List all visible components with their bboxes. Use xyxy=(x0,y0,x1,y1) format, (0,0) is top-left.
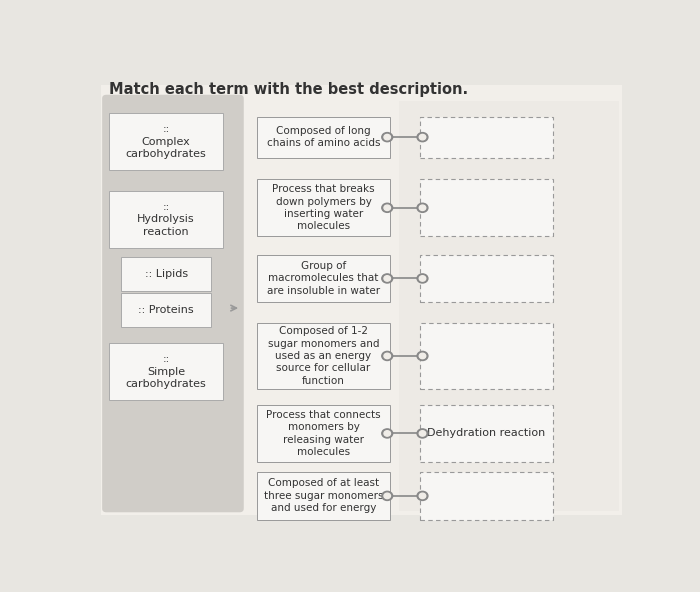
Circle shape xyxy=(417,491,428,500)
Text: ::
Complex
carbohydrates: :: Complex carbohydrates xyxy=(126,124,206,159)
FancyBboxPatch shape xyxy=(109,113,223,170)
Text: :: Lipids: :: Lipids xyxy=(145,269,188,279)
FancyBboxPatch shape xyxy=(121,257,211,291)
Circle shape xyxy=(382,429,393,438)
Circle shape xyxy=(419,205,426,211)
Text: Dehydration reaction: Dehydration reaction xyxy=(427,429,545,439)
FancyBboxPatch shape xyxy=(109,343,223,400)
Text: Process that connects
monomers by
releasing water
molecules: Process that connects monomers by releas… xyxy=(266,410,381,457)
FancyBboxPatch shape xyxy=(257,255,390,303)
Circle shape xyxy=(382,133,393,141)
Circle shape xyxy=(417,352,428,361)
FancyBboxPatch shape xyxy=(121,293,211,327)
Circle shape xyxy=(384,493,391,498)
Circle shape xyxy=(419,134,426,140)
FancyBboxPatch shape xyxy=(257,405,390,462)
FancyBboxPatch shape xyxy=(420,117,553,157)
Text: Composed of 1-2
sugar monomers and
used as an energy
source for cellular
functio: Composed of 1-2 sugar monomers and used … xyxy=(267,326,379,386)
Text: ::
Simple
carbohydrates: :: Simple carbohydrates xyxy=(126,355,206,390)
Circle shape xyxy=(417,203,428,213)
FancyBboxPatch shape xyxy=(420,405,553,462)
FancyBboxPatch shape xyxy=(400,101,619,511)
FancyBboxPatch shape xyxy=(420,179,553,236)
Circle shape xyxy=(419,353,426,359)
Circle shape xyxy=(384,431,391,436)
Circle shape xyxy=(419,431,426,436)
Text: Process that breaks
down polymers by
inserting water
molecules: Process that breaks down polymers by ins… xyxy=(272,184,374,231)
Circle shape xyxy=(417,429,428,438)
Circle shape xyxy=(382,274,393,283)
Circle shape xyxy=(417,274,428,283)
FancyBboxPatch shape xyxy=(101,85,622,516)
Text: Composed of at least
three sugar monomers
and used for energy: Composed of at least three sugar monomer… xyxy=(264,478,383,513)
Circle shape xyxy=(384,353,391,359)
Text: :: Proteins: :: Proteins xyxy=(139,305,194,316)
Text: Group of
macromolecules that
are insoluble in water: Group of macromolecules that are insolub… xyxy=(267,261,380,296)
FancyBboxPatch shape xyxy=(420,323,553,389)
Text: ::
Hydrolysis
reaction: :: Hydrolysis reaction xyxy=(137,202,195,237)
Circle shape xyxy=(382,491,393,500)
FancyBboxPatch shape xyxy=(257,472,390,520)
FancyBboxPatch shape xyxy=(102,95,244,512)
FancyBboxPatch shape xyxy=(420,472,553,520)
Circle shape xyxy=(417,133,428,141)
Text: Composed of long
chains of amino acids: Composed of long chains of amino acids xyxy=(267,126,380,149)
Circle shape xyxy=(419,493,426,498)
FancyBboxPatch shape xyxy=(257,117,390,157)
FancyBboxPatch shape xyxy=(257,323,390,389)
Circle shape xyxy=(384,134,391,140)
Circle shape xyxy=(382,203,393,213)
Circle shape xyxy=(384,276,391,281)
Circle shape xyxy=(382,352,393,361)
Circle shape xyxy=(419,276,426,281)
Text: Match each term with the best description.: Match each term with the best descriptio… xyxy=(109,82,468,98)
FancyBboxPatch shape xyxy=(420,255,553,303)
Circle shape xyxy=(384,205,391,211)
FancyBboxPatch shape xyxy=(109,191,223,247)
FancyBboxPatch shape xyxy=(257,179,390,236)
